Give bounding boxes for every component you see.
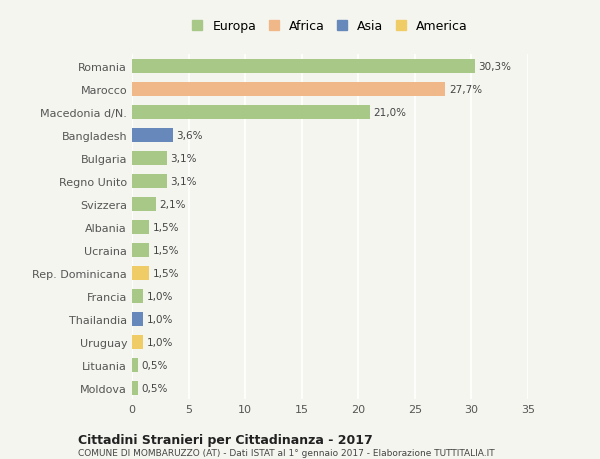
Legend: Europa, Africa, Asia, America: Europa, Africa, Asia, America [188,17,472,37]
Text: 3,1%: 3,1% [170,176,197,186]
Bar [132,151,167,165]
Bar [132,83,445,96]
Bar [132,358,137,372]
Text: 1,5%: 1,5% [152,268,179,278]
Bar [132,266,149,280]
Bar [132,60,475,73]
Text: Cittadini Stranieri per Cittadinanza - 2017: Cittadini Stranieri per Cittadinanza - 2… [78,433,373,446]
Text: 1,5%: 1,5% [152,245,179,255]
Bar [132,129,173,142]
Text: 0,5%: 0,5% [141,383,167,393]
Text: 27,7%: 27,7% [449,84,482,95]
Text: 30,3%: 30,3% [478,62,511,72]
Text: 1,0%: 1,0% [147,314,173,324]
Bar [132,289,143,303]
Text: 1,0%: 1,0% [147,337,173,347]
Bar [132,381,137,395]
Bar [132,335,143,349]
Bar [132,312,143,326]
Bar [132,106,370,119]
Text: 1,5%: 1,5% [152,222,179,232]
Text: 21,0%: 21,0% [373,107,406,118]
Bar [132,243,149,257]
Text: 1,0%: 1,0% [147,291,173,301]
Text: 3,6%: 3,6% [176,130,203,140]
Text: 0,5%: 0,5% [141,360,167,370]
Text: 3,1%: 3,1% [170,153,197,163]
Text: 2,1%: 2,1% [159,199,185,209]
Bar [132,220,149,234]
Bar [132,174,167,188]
Bar [132,197,156,211]
Text: COMUNE DI MOMBARUZZO (AT) - Dati ISTAT al 1° gennaio 2017 - Elaborazione TUTTITA: COMUNE DI MOMBARUZZO (AT) - Dati ISTAT a… [78,448,494,458]
